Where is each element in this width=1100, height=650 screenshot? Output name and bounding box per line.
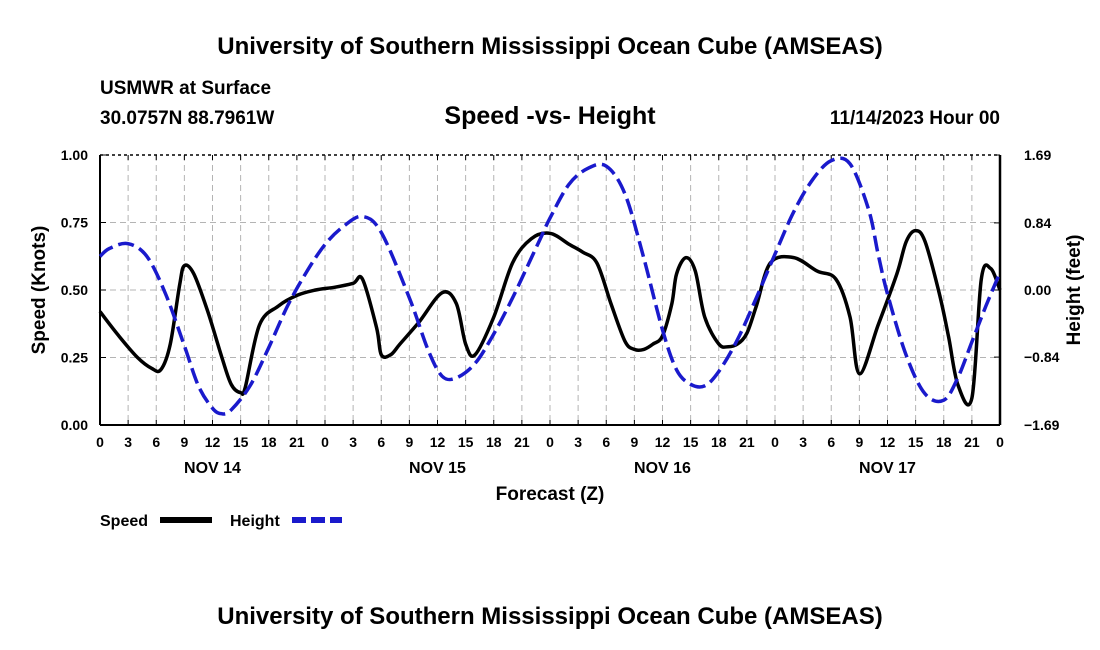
x-tick-label: 9 [630, 434, 638, 450]
x-tick-label: 15 [908, 434, 924, 450]
x-tick-label: 0 [321, 434, 329, 450]
x-tick-label: 12 [205, 434, 221, 450]
x-tick-label: 21 [964, 434, 980, 450]
footer-title: University of Southern Mississippi Ocean… [217, 603, 882, 630]
x-tick-label: 15 [458, 434, 474, 450]
series-lines [98, 156, 1002, 416]
chart-title: University of Southern Mississippi Ocean… [217, 33, 882, 60]
x-tick-label: 3 [574, 434, 582, 450]
x-tick-label: 12 [655, 434, 671, 450]
x-tick-label: 15 [233, 434, 249, 450]
day-label: NOV 17 [859, 460, 916, 477]
y-left-tick-label: 1.00 [61, 147, 88, 163]
x-tick-label: 0 [546, 434, 554, 450]
legend-speed-label: Speed [100, 513, 148, 530]
x-tick-label: 15 [683, 434, 699, 450]
height-series-line [98, 156, 1002, 416]
y-right-tick-label: 1.69 [1024, 147, 1051, 163]
x-tick-label: 6 [152, 434, 160, 450]
x-tick-label: 18 [936, 434, 952, 450]
x-tick-label: 21 [514, 434, 530, 450]
x-tick-label: 18 [486, 434, 502, 450]
y-axis-left-label: Speed (Knots) [29, 226, 50, 355]
x-tick-label: 21 [739, 434, 755, 450]
chart-subtitle: Speed -vs- Height [444, 102, 656, 130]
day-label: NOV 14 [184, 460, 241, 477]
x-tick-label: 0 [996, 434, 1004, 450]
x-tick-label: 3 [124, 434, 132, 450]
x-tick-label: 3 [349, 434, 357, 450]
forecast-datetime: 11/14/2023 Hour 00 [830, 108, 1000, 129]
y-right-tick-label: 0.84 [1024, 215, 1051, 231]
x-tick-label: 0 [96, 434, 104, 450]
y-left-tick-label: 0.00 [61, 417, 88, 433]
tick-labels: 0 3 6 9 12 15 18 21 0 3 6 9 12 15 18 21 0 3 6 9 12 15 18 21 0 3 6 9… [61, 147, 1060, 477]
x-tick-label: 9 [180, 434, 188, 450]
y-right-tick-label: −0.84 [1024, 349, 1060, 365]
x-tick-label: 12 [430, 434, 446, 450]
y-right-tick-label: −1.69 [1024, 417, 1060, 433]
y-axis-right-label: Height (feet) [1064, 235, 1085, 346]
y-right-tick-label: 0.00 [1024, 282, 1051, 298]
x-tick-label: 6 [827, 434, 835, 450]
x-tick-label: 3 [799, 434, 807, 450]
day-label: NOV 15 [409, 460, 466, 477]
day-label: NOV 16 [634, 460, 691, 477]
station-label: USMWR at Surface [100, 78, 271, 99]
legend-height-label: Height [230, 513, 280, 530]
x-tick-label: 18 [711, 434, 727, 450]
legend: Speed Height [100, 513, 342, 530]
x-tick-label: 21 [289, 434, 305, 450]
x-tick-label: 18 [261, 434, 277, 450]
x-tick-label: 9 [855, 434, 863, 450]
y-left-tick-label: 0.25 [61, 350, 88, 366]
x-tick-label: 12 [880, 434, 896, 450]
speed-series-line [98, 228, 1002, 407]
y-left-tick-label: 0.50 [61, 282, 88, 298]
x-tick-label: 6 [602, 434, 610, 450]
x-tick-label: 9 [405, 434, 413, 450]
coordinates-label: 30.0757N 88.7961W [100, 108, 274, 129]
x-tick-label: 0 [771, 434, 779, 450]
y-left-tick-label: 0.75 [61, 215, 88, 231]
x-axis-label: Forecast (Z) [496, 484, 605, 505]
x-tick-label: 6 [377, 434, 385, 450]
